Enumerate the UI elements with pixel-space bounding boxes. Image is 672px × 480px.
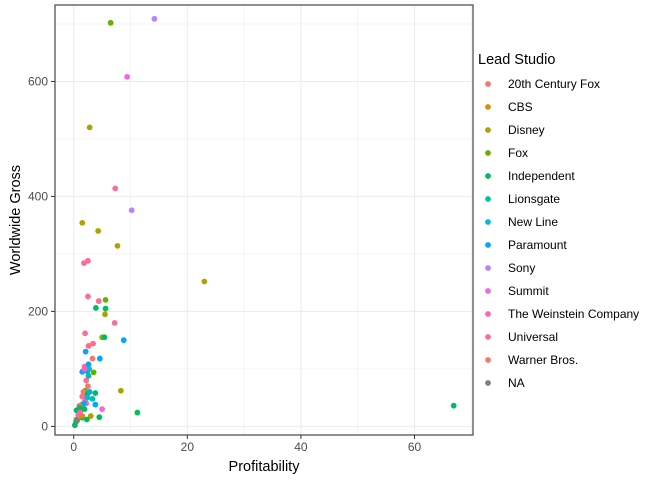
data-point-disney [95, 228, 102, 234]
data-point-warner-bros [85, 342, 92, 349]
data-point-warner-bros [79, 393, 86, 400]
data-point-disney [87, 413, 94, 419]
data-point-new-line [86, 365, 92, 372]
data-point-disney [86, 124, 93, 131]
legend-title: Lead Studio [478, 52, 555, 68]
data-point-disney [201, 278, 208, 285]
x-axis-title: Profitability [229, 459, 301, 475]
legend-label-20th-century-fox: 20th Century Fox [508, 77, 600, 91]
data-point-independent [450, 402, 457, 409]
legend-label-summit: Summit [508, 284, 549, 298]
data-point-warner-bros [90, 340, 96, 347]
legend-key-the-weinstein-company [485, 311, 491, 317]
data-point-warner-bros [82, 330, 89, 337]
y-tick-label: 600 [28, 74, 48, 88]
data-point-20th-century-fox [89, 355, 96, 362]
legend-label-new-line: New Line [508, 215, 558, 229]
y-tick-label: 0 [41, 419, 48, 433]
data-point-warner-bros [85, 293, 91, 300]
legend-label-na: NA [508, 376, 525, 390]
x-tick-label: 40 [294, 440, 308, 454]
data-point-paramount [86, 388, 93, 395]
legend-label-independent: Independent [508, 169, 575, 183]
data-point-warner-bros [112, 185, 119, 192]
legend-label-fox: Fox [508, 146, 528, 160]
legend-key-universal [485, 334, 491, 340]
data-point-independent [134, 409, 141, 416]
data-point-disney [102, 311, 108, 318]
data-point-paramount [82, 348, 89, 355]
legend-key-fox [485, 150, 491, 156]
data-point-disney [114, 242, 121, 249]
y-axis-ticks: 0 200 400 600 [28, 74, 55, 433]
legend-key-cbs [485, 104, 491, 110]
data-point-warner-bros [81, 260, 87, 267]
data-point-na [74, 417, 81, 424]
legend-key-independent [485, 173, 491, 179]
data-point-disney [117, 387, 124, 394]
data-point-lionsgate [85, 372, 92, 379]
data-point-independent [92, 305, 99, 311]
data-point-warner-bros [111, 320, 118, 326]
data-point-paramount [81, 400, 87, 407]
legend-key-warner-bros [485, 357, 491, 363]
x-tick-label: 0 [70, 440, 77, 454]
legend: 20th Century Fox CBS Disney Fox Independent L… [485, 77, 639, 390]
plot-panel-border [54, 4, 474, 436]
legend-label-disney: Disney [508, 123, 545, 137]
data-point-warner-bros [83, 377, 90, 384]
data-point-warner-bros [95, 298, 102, 304]
legend-label-paramount: Paramount [508, 238, 567, 252]
data-point-lionsgate [89, 395, 96, 402]
data-point-universal [99, 406, 106, 413]
data-point-summit [128, 207, 135, 214]
legend-key-new-line [485, 219, 491, 225]
legend-label-sony: Sony [508, 261, 535, 275]
legend-key-na [485, 380, 491, 386]
data-point-20th-century-fox [85, 383, 91, 390]
legend-key-disney [485, 127, 491, 133]
legend-label-cbs: CBS [508, 100, 533, 114]
legend-key-lionsgate [485, 196, 491, 202]
grid-major-lines [55, 5, 473, 435]
x-tick-label: 20 [181, 440, 195, 454]
legend-key-summit [485, 288, 491, 294]
data-point-independent [102, 305, 109, 312]
legend-key-paramount [485, 242, 491, 248]
data-point-universal [124, 73, 131, 80]
data-point-independent [96, 414, 103, 421]
data-point-fox [90, 369, 97, 376]
y-axis-title: Worldwide Gross [8, 165, 24, 275]
legend-label-warner-bros: Warner Bros. [508, 353, 578, 367]
data-point-new-line [84, 394, 91, 401]
data-point-disney [79, 219, 86, 226]
data-point-independent [83, 416, 90, 423]
data-point-summit [151, 15, 158, 22]
data-point-the-weinstein-company [77, 409, 83, 416]
data-point-paramount [96, 355, 103, 362]
data-point-paramount [92, 401, 99, 408]
legend-key-sony [485, 265, 491, 271]
data-point-fox [102, 297, 109, 303]
data-point-independent [71, 422, 78, 429]
grid-minor-lines [55, 5, 473, 435]
data-point-independent [81, 406, 88, 413]
y-tick-label: 200 [28, 304, 48, 318]
data-point-paramount [120, 337, 127, 344]
data-point-independent [92, 390, 99, 396]
legend-key-20th-century-fox [485, 81, 491, 87]
legend-label-lionsgate: Lionsgate [508, 192, 560, 206]
legend-label-the-weinstein-company: The Weinstein Company [508, 307, 639, 321]
data-point-independent [101, 334, 108, 341]
y-tick-label: 400 [28, 189, 48, 203]
data-point-paramount [85, 361, 92, 368]
x-tick-label: 60 [408, 440, 422, 454]
data-point-fox [107, 19, 114, 26]
x-axis-ticks: 0 20 40 60 [70, 435, 421, 454]
data-point-the-weinstein-company [81, 365, 88, 372]
legend-label-universal: Universal [508, 330, 558, 344]
data-points [71, 15, 457, 429]
